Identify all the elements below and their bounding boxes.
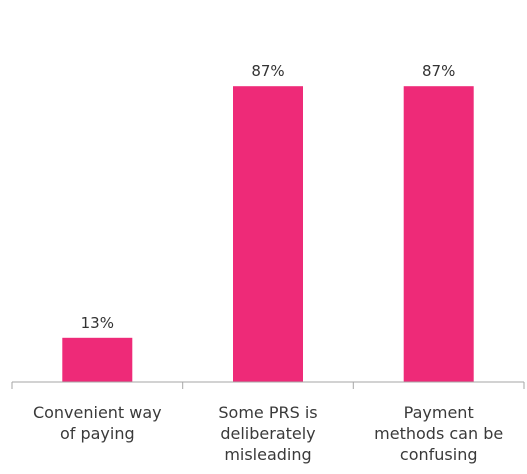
data-label-1: 13%: [81, 314, 114, 332]
x-tick-label-line: Convenient way: [33, 403, 162, 422]
bar-3: [403, 86, 474, 382]
x-tick-label-line: methods can be: [374, 424, 503, 443]
data-label-2: 87%: [251, 62, 284, 80]
data-label-3: 87%: [422, 62, 455, 80]
data-labels-layer: 13% 87% 87%: [81, 62, 456, 332]
x-tick-label-2: Some PRS is deliberately misleading: [218, 403, 317, 464]
bar-1: [62, 337, 133, 382]
x-tick-label-line: deliberately: [220, 424, 315, 443]
x-tick-label-line: of paying: [60, 424, 135, 443]
x-tick-label-3: Payment methods can be confusing: [374, 403, 503, 464]
x-tick-label-line: misleading: [224, 445, 311, 464]
x-tick-labels: Convenient way of paying Some PRS is delibe…: [33, 403, 503, 464]
x-tick-label-line: Payment: [404, 403, 474, 422]
bars-layer: [62, 86, 474, 382]
bar-2: [233, 86, 303, 382]
x-axis: [11, 381, 525, 389]
x-tick-label-line: confusing: [400, 445, 478, 464]
x-tick-label-line: Some PRS is: [218, 403, 317, 422]
x-tick-label-1: Convenient way of paying: [33, 403, 162, 443]
